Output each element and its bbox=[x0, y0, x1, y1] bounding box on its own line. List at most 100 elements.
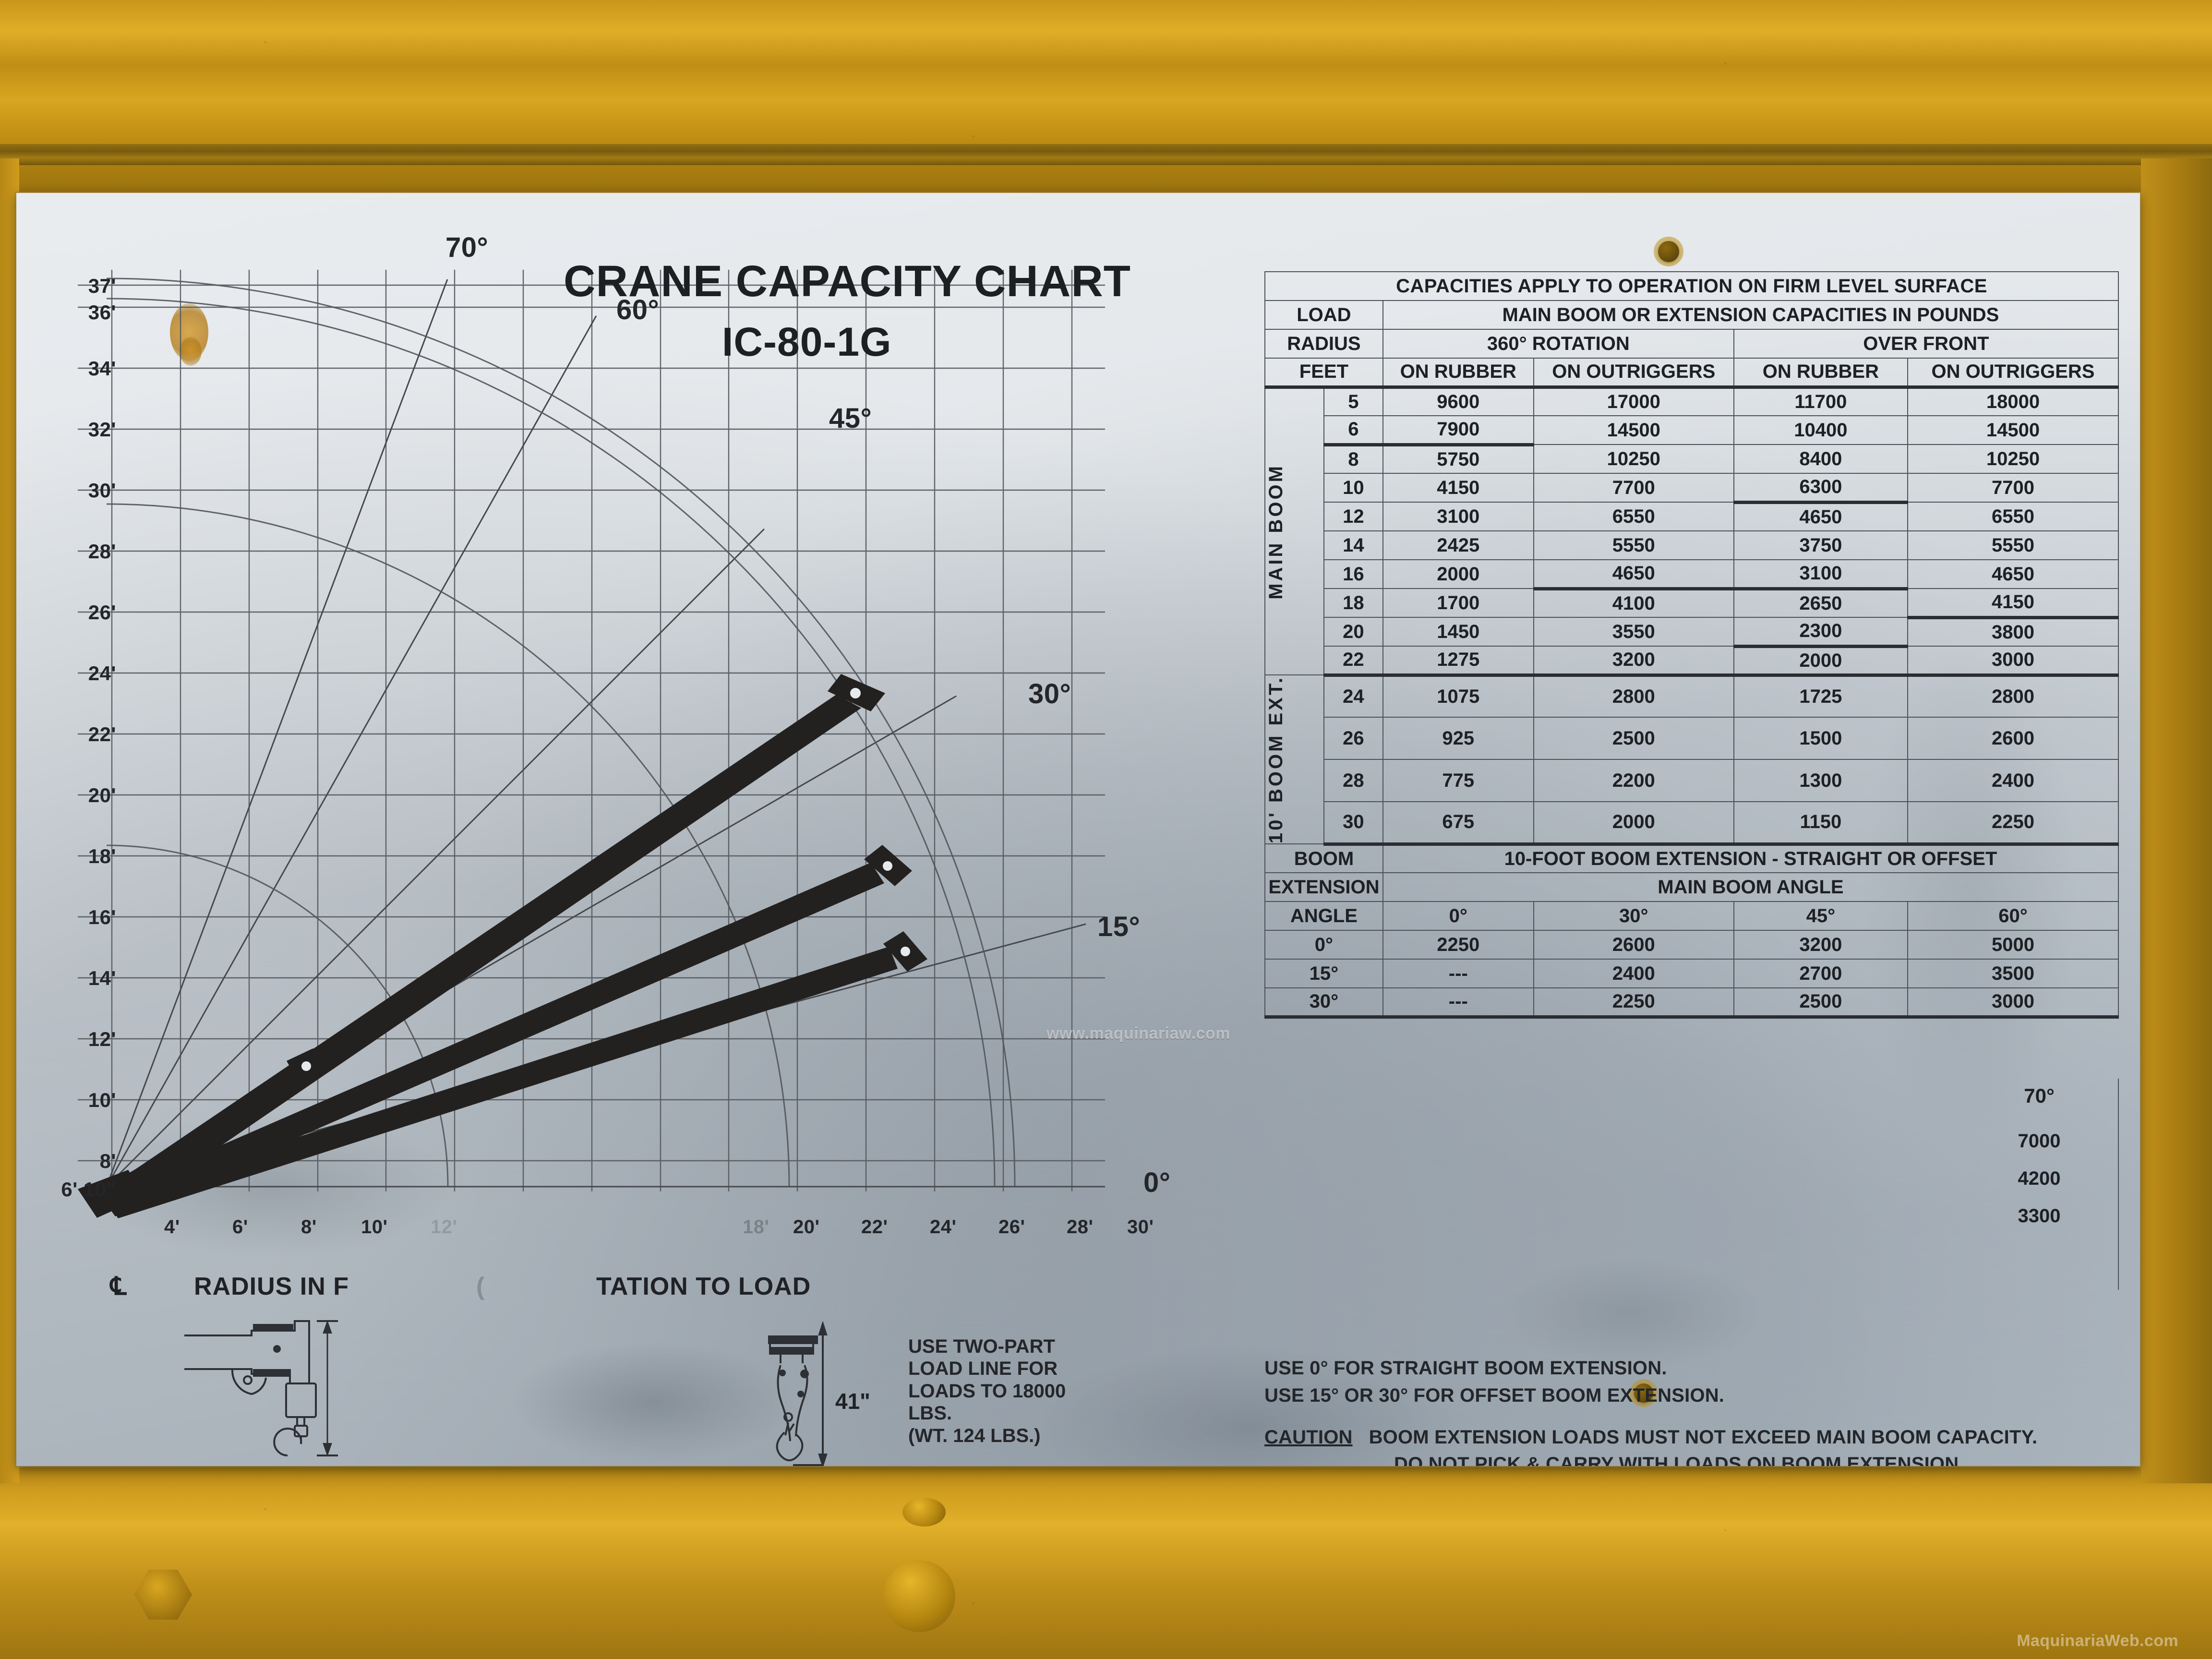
ext-title: 10-FOOT BOOM EXTENSION - STRAIGHT OR OFF… bbox=[1382, 843, 2119, 874]
table-row: 30° --- 2250 2500 3000 bbox=[1264, 987, 2119, 1019]
value-cell: 14500 bbox=[1533, 415, 1734, 445]
value-cell: 1075 bbox=[1382, 674, 1534, 718]
y-tick-label: 26' bbox=[88, 601, 116, 624]
value-cell: 11700 bbox=[1733, 386, 1908, 416]
ext-row-angle: 30° bbox=[1264, 987, 1383, 1019]
col-on-rubber-front: ON RUBBER bbox=[1733, 358, 1908, 387]
boom-range-diagram: 37' 36' 34' 32' 30' 28' 26' 24' 22' 20' … bbox=[25, 212, 1230, 1374]
col-on-outriggers-360: ON OUTRIGGERS bbox=[1533, 358, 1734, 387]
ext-angle-col: 60° bbox=[1907, 901, 2119, 931]
angle-label-0: 0° bbox=[1143, 1167, 1171, 1198]
value-cell: 10250 bbox=[1533, 444, 1734, 474]
table-row: 20 1450 3550 2300 3800 bbox=[1265, 617, 2119, 648]
table-row: EXTENSION MAIN BOOM ANGLE bbox=[1264, 872, 2119, 902]
rust-spot bbox=[180, 337, 202, 366]
note-line-2: USE 15° OR 30° FOR OFFSET BOOM EXTENSION… bbox=[1264, 1384, 1725, 1406]
radius-cell: 22 bbox=[1323, 646, 1383, 677]
y-tick-label: 8' bbox=[99, 1150, 116, 1172]
y-tick-label: 20' bbox=[88, 784, 116, 806]
value-cell: 2800 bbox=[1907, 674, 2119, 718]
table-row: 30 675 2000 1150 2250 bbox=[1265, 801, 2119, 846]
block-dimension-label: 41" bbox=[835, 1389, 870, 1414]
table-banner: CAPACITIES APPLY TO OPERATION ON FIRM LE… bbox=[1264, 271, 2119, 301]
angle-label-30: 30° bbox=[1028, 678, 1071, 709]
x-tick-label: 26' bbox=[998, 1216, 1025, 1238]
two-part-line-note: USE TWO-PART LOAD LINE FOR LOADS TO 1800… bbox=[908, 1336, 1066, 1446]
table-row: 15° --- 2400 2700 3500 bbox=[1264, 959, 2119, 989]
radius-cell: 10 bbox=[1323, 473, 1383, 503]
placard-screw-bottom bbox=[1634, 1383, 1653, 1403]
radius-label: RADIUS bbox=[1264, 329, 1383, 359]
value-cell: 1150 bbox=[1733, 801, 1908, 846]
weld-seam bbox=[0, 153, 2212, 165]
table-row: MAIN BOOM 5 9600 17000 11700 18000 bbox=[1264, 386, 2119, 675]
table-row: 6 7900 14500 10400 14500 bbox=[1265, 415, 2119, 446]
value-cell: 2600 bbox=[1907, 717, 2119, 760]
x-tick-label: 22' bbox=[861, 1216, 888, 1238]
radius-cell: 18 bbox=[1323, 588, 1383, 618]
ext-row-angle: 15° bbox=[1264, 959, 1383, 989]
table-row: CAPACITIES APPLY TO OPERATION ON FIRM LE… bbox=[1264, 271, 2119, 301]
value-cell: 2250 bbox=[1382, 930, 1534, 960]
value-cell: 3500 bbox=[1907, 959, 2119, 989]
value-cell: 1725 bbox=[1733, 674, 1908, 718]
value-cell: 3100 bbox=[1733, 559, 1908, 590]
y-tick-label: 18' bbox=[88, 845, 116, 867]
value-cell: 18000 bbox=[1907, 386, 2119, 416]
value-cell: --- bbox=[1382, 987, 1534, 1019]
table-row: RADIUS 360° ROTATION OVER FRONT bbox=[1264, 329, 2119, 359]
machine-body-right bbox=[2141, 158, 2212, 1483]
side-label-main-boom: MAIN BOOM bbox=[1264, 386, 1324, 675]
group-over-front: OVER FRONT bbox=[1733, 329, 2119, 359]
value-cell: 3550 bbox=[1533, 617, 1734, 647]
value-cell: 3800 bbox=[1907, 617, 2119, 647]
value-cell: 4150 bbox=[1382, 473, 1534, 503]
value-cell: 7700 bbox=[1533, 473, 1734, 503]
value-cell: 3100 bbox=[1382, 502, 1534, 531]
capacity-table: CAPACITIES APPLY TO OPERATION ON FIRM LE… bbox=[1264, 271, 2119, 1019]
y-tick-label: 30' bbox=[88, 479, 116, 502]
value-cell: 4650 bbox=[1733, 502, 1908, 531]
value-cell: 3750 bbox=[1733, 530, 1908, 560]
value-cell: 2425 bbox=[1382, 530, 1534, 560]
value-cell: 1500 bbox=[1733, 717, 1908, 760]
col-on-outriggers-front: ON OUTRIGGERS bbox=[1907, 358, 2119, 387]
value-cell: 925 bbox=[1382, 717, 1534, 760]
y-tick-label: 36' bbox=[88, 301, 116, 324]
value-cell: 1450 bbox=[1382, 617, 1534, 647]
x-tick-label: 4' bbox=[164, 1216, 180, 1238]
x-tick-label: 10' bbox=[361, 1216, 388, 1238]
machine-body-left bbox=[0, 158, 19, 1483]
value-cell: 4100 bbox=[1533, 588, 1734, 618]
table-row: 16 2000 4650 3100 4650 bbox=[1265, 559, 2119, 590]
x-axis-caption-left: RADIUS IN F bbox=[194, 1273, 349, 1300]
value-cell: 2400 bbox=[1907, 759, 2119, 803]
ext-angle-col: 0° bbox=[1382, 901, 1534, 931]
y-tick-label: 34' bbox=[88, 357, 116, 380]
value-cell: 2000 bbox=[1382, 559, 1534, 589]
radius-cell: 12 bbox=[1323, 502, 1383, 531]
table-row: LOAD MAIN BOOM OR EXTENSION CAPACITIES I… bbox=[1264, 300, 2119, 330]
caution-block: CAUTION BOOM EXTENSION LOADS MUST NOT EX… bbox=[1264, 1424, 2140, 1466]
ext-main-angle-header: MAIN BOOM ANGLE bbox=[1382, 872, 2119, 902]
ext-angle-col: 45° bbox=[1733, 901, 1908, 931]
radius-cell: 30 bbox=[1323, 801, 1383, 846]
value-cell: 4650 bbox=[1533, 559, 1734, 590]
angle-label-45: 45° bbox=[829, 403, 872, 434]
value-cell: 7700 bbox=[1907, 473, 2119, 503]
machine-body-bottom bbox=[0, 1467, 2212, 1659]
y-tick-label: 24' bbox=[88, 662, 116, 685]
value-cell: 2600 bbox=[1533, 930, 1734, 960]
note-line-1: USE 0° FOR STRAIGHT BOOM EXTENSION. bbox=[1264, 1358, 1667, 1379]
ext-row-angle: 0° bbox=[1264, 930, 1383, 960]
y-tick-label: 10' bbox=[88, 1089, 116, 1111]
table-row: 26 925 2500 1500 2600 bbox=[1265, 717, 2119, 760]
value-cell: 2200 bbox=[1533, 759, 1734, 803]
value-cell: 10250 bbox=[1907, 444, 2119, 474]
value-cell: 2650 bbox=[1733, 588, 1908, 618]
value-cell: 6550 bbox=[1907, 502, 2119, 531]
x-axis-caption-right: TATION TO LOAD bbox=[596, 1273, 811, 1300]
hook-diagram bbox=[184, 1320, 338, 1457]
ext-extension-label: EXTENSION bbox=[1264, 872, 1383, 902]
load-label: LOAD bbox=[1264, 300, 1383, 330]
